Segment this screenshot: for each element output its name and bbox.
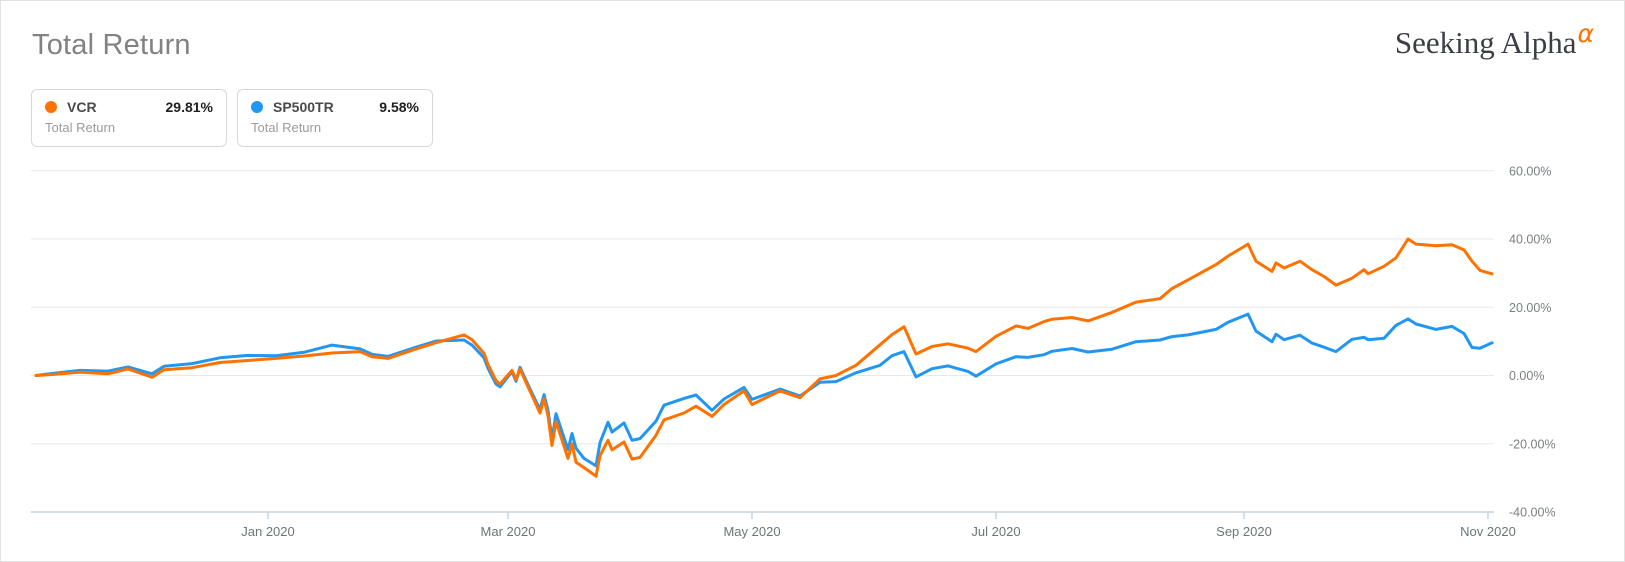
x-tick-label: Mar 2020 — [481, 524, 536, 539]
vcr-sublabel: Total Return — [45, 120, 116, 135]
x-tick-label: Sep 2020 — [1216, 524, 1272, 539]
y-tick-label: 20.00% — [1509, 301, 1551, 315]
legend: VCR 29.81% Total Return SP500TR 9.58% To… — [31, 89, 433, 147]
y-tick-label: -40.00% — [1509, 506, 1556, 520]
x-tick-label: Jan 2020 — [241, 524, 295, 539]
vcr-ticker: VCR — [67, 99, 97, 115]
legend-card-vcr[interactable]: VCR 29.81% Total Return — [31, 89, 227, 147]
vcr-return-value: 29.81% — [165, 99, 213, 115]
sp500tr-series-dot-icon — [251, 101, 263, 113]
alpha-icon: α — [1577, 19, 1594, 48]
vcr-line[interactable] — [34, 237, 1494, 478]
vcr-series-dot-icon — [45, 101, 57, 113]
sp500tr-ticker: SP500TR — [273, 99, 334, 115]
y-tick-label: 40.00% — [1509, 233, 1551, 247]
y-tick-label: 0.00% — [1509, 369, 1544, 383]
sp500tr-sublabel: Total Return — [251, 120, 322, 135]
x-tick-label: May 2020 — [723, 524, 780, 539]
x-tick-label: Jul 2020 — [971, 524, 1020, 539]
sp500tr-line[interactable] — [34, 312, 1494, 468]
seeking-alpha-logo: Seeking Alphaα — [1394, 19, 1594, 61]
legend-card-sp500tr[interactable]: SP500TR 9.58% Total Return — [237, 89, 433, 147]
brand-name: Seeking Alpha — [1394, 25, 1577, 60]
sp500tr-return-value: 9.58% — [379, 99, 419, 115]
page-title: Total Return — [32, 29, 191, 61]
y-tick-label: 60.00% — [1509, 164, 1551, 178]
y-tick-label: -20.00% — [1509, 437, 1556, 451]
x-tick-label: Nov 2020 — [1460, 524, 1516, 539]
